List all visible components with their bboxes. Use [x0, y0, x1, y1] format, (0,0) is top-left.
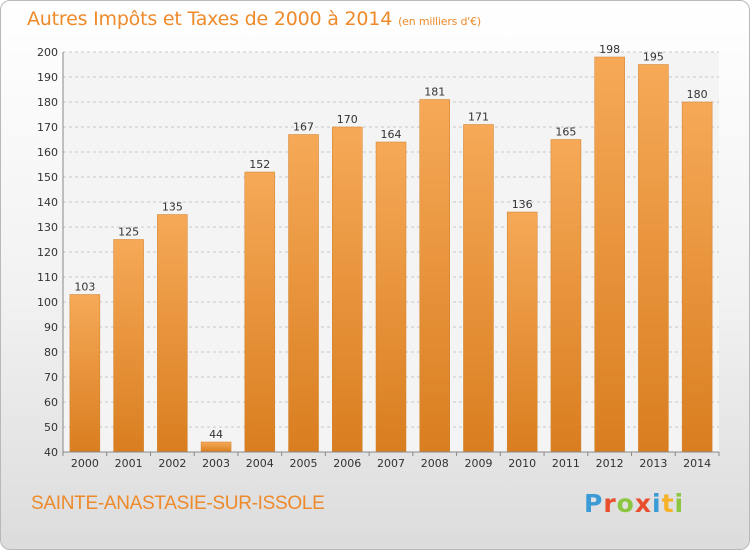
- bar: [375, 141, 407, 453]
- logo-letter: t: [661, 489, 675, 518]
- y-tick-label: 150: [37, 171, 58, 184]
- bar: [157, 214, 188, 453]
- y-tick-label: 130: [37, 221, 58, 234]
- data-label: 136: [512, 198, 533, 211]
- bar: [69, 294, 101, 453]
- y-tick-label: 200: [37, 46, 58, 59]
- y-tick-label: 60: [44, 396, 58, 409]
- logo-letter: r: [603, 489, 617, 518]
- data-label: 125: [118, 226, 139, 239]
- x-tick-label: 2002: [158, 457, 186, 470]
- axis-layer: 4050607080901001101201301401501601701801…: [37, 46, 720, 470]
- bar: [288, 134, 319, 453]
- logo-letter: o: [616, 489, 635, 518]
- chart-unit: (en milliers d'€): [398, 15, 481, 28]
- y-tick-label: 180: [37, 96, 58, 109]
- x-tick-label: 2010: [508, 457, 536, 470]
- bar: [594, 56, 625, 453]
- data-label: 170: [337, 113, 358, 126]
- x-tick-label: 2004: [246, 457, 274, 470]
- data-label: 198: [599, 43, 620, 56]
- y-tick-label: 70: [44, 371, 58, 384]
- y-tick-label: 40: [44, 446, 58, 459]
- y-tick-label: 140: [37, 196, 58, 209]
- chart-title: Autres Impôts et Taxes de 2000 à 2014 (en…: [27, 8, 481, 30]
- logo-letter: x: [634, 489, 652, 518]
- x-tick-label: 2006: [333, 457, 361, 470]
- x-tick-label: 2011: [552, 457, 580, 470]
- y-tick-label: 100: [37, 296, 58, 309]
- y-tick-label: 110: [37, 271, 58, 284]
- bar: [244, 171, 276, 453]
- data-label: 195: [643, 51, 664, 64]
- x-tick-label: 2001: [115, 457, 143, 470]
- data-label: 44: [209, 428, 223, 441]
- bar: [506, 211, 538, 453]
- y-tick-label: 170: [37, 121, 58, 134]
- x-tick-label: 2003: [202, 457, 230, 470]
- logo-letter: i: [674, 489, 685, 518]
- data-label: 152: [249, 158, 270, 171]
- data-label: 164: [381, 128, 402, 141]
- y-tick-label: 50: [44, 421, 58, 434]
- data-label: 167: [293, 121, 314, 134]
- data-label: 165: [555, 126, 576, 139]
- chart-title-text: Autres Impôts et Taxes de 2000 à 2014: [27, 8, 393, 30]
- x-tick-label: 2012: [596, 457, 624, 470]
- data-label: 103: [74, 281, 95, 294]
- x-tick-label: 2005: [290, 457, 318, 470]
- x-tick-label: 2014: [683, 457, 711, 470]
- bar: [681, 101, 713, 453]
- commune-name: SAINTE-ANASTASIE-SUR-ISSOLE: [31, 493, 325, 514]
- proxiti-logo: Proxiti: [584, 489, 684, 518]
- x-tick-label: 2013: [639, 457, 667, 470]
- data-label: 181: [424, 86, 445, 99]
- bar: [419, 99, 450, 453]
- label-layer: 103 125 135 44 152 167 170 164 181 171 136 165 198 19…: [74, 43, 707, 441]
- data-label: 135: [162, 201, 183, 214]
- bar: [550, 139, 582, 453]
- x-tick-label: 2000: [71, 457, 99, 470]
- y-tick-label: 190: [37, 71, 58, 84]
- logo-letter: i: [652, 489, 662, 518]
- bar-layer: [69, 56, 713, 453]
- logo-letter: P: [584, 489, 604, 518]
- y-tick-label: 120: [37, 246, 58, 259]
- data-label: 180: [687, 88, 708, 101]
- x-tick-label: 2007: [377, 457, 405, 470]
- bar: [200, 441, 232, 453]
- y-tick-label: 90: [44, 321, 58, 334]
- bar: [332, 126, 363, 453]
- y-tick-label: 160: [37, 146, 58, 159]
- y-tick-label: 80: [44, 346, 58, 359]
- bar: [463, 124, 494, 453]
- x-tick-label: 2008: [421, 457, 449, 470]
- x-tick-label: 2009: [464, 457, 492, 470]
- bar: [638, 64, 669, 453]
- bar: [113, 239, 144, 453]
- data-label: 171: [468, 111, 489, 124]
